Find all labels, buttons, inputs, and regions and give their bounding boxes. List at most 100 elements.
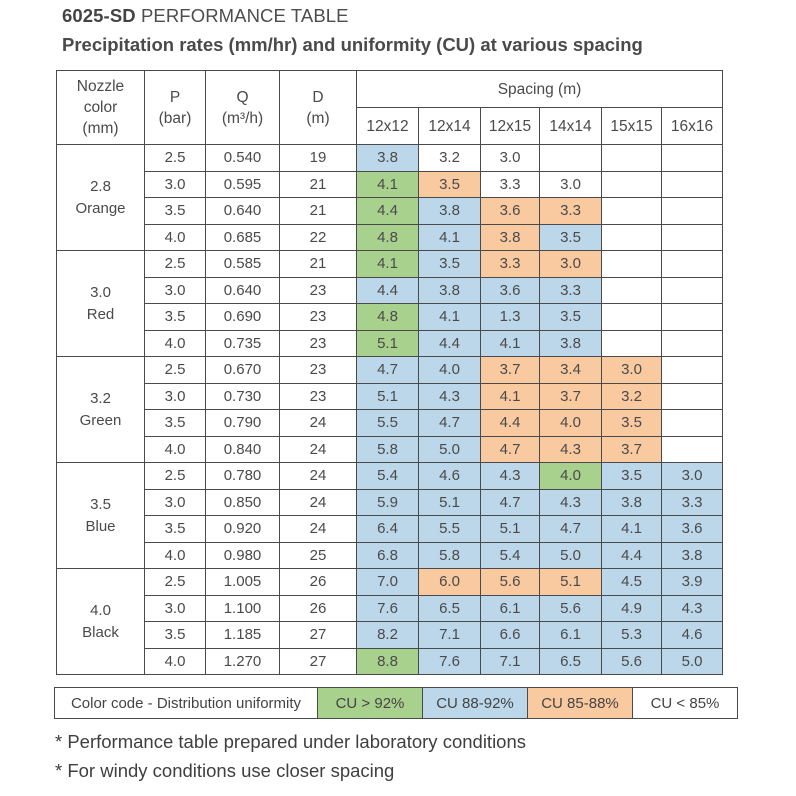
rate-cell-15x15: 4.1 [601,515,662,543]
note-windy: * For windy conditions use closer spacin… [55,760,395,781]
rate-cell-12x15: 5.1 [480,515,540,543]
rate-cell-12x14: 5.8 [418,541,481,569]
rate-cell-15x15 [601,329,662,357]
flow-cell: 0.780 [205,462,280,490]
diameter-cell: 25 [279,541,357,569]
flow-cell: 0.730 [205,382,280,410]
rate-cell-12x12: 4.1 [356,250,419,278]
table-row: 4.0 Black 2.5 1.005 26 7.0 6.0 5.6 5.1 4.5 3.9 [56,568,723,675]
rate-cell-16x16: 4.3 [661,594,723,622]
pressure-cell: 3.0 [144,276,206,304]
rate-cell-15x15: 3.7 [601,435,662,463]
nozzle-color: Black [82,623,119,641]
flow-cell: 1.100 [205,594,280,622]
rate-cell-12x14: 4.1 [418,303,481,331]
rate-cell-15x15: 3.8 [601,488,662,516]
pressure-cell: 2.5 [144,462,206,490]
flow-cell: 1.185 [205,621,280,649]
rate-cell-15x15: 4.9 [601,594,662,622]
diameter-cell: 21 [279,170,357,198]
rate-cell-12x14: 7.6 [418,647,481,675]
rate-cell-12x14: 7.1 [418,621,481,649]
rate-cell-12x14: 4.3 [418,382,481,410]
flow-cell: 1.005 [205,568,280,596]
rate-cell-16x16 [661,223,723,251]
flow-cell: 0.585 [205,250,280,278]
rate-cell-16x16 [661,197,723,225]
table-row: 3.5 0.920 24 6.4 5.5 5.1 4.7 4.1 3.6 [57,515,723,543]
rate-cell-15x15: 3.0 [601,356,662,384]
header-spacing-12x14: 12x14 [418,107,481,145]
rate-cell-12x15: 3.7 [480,356,540,384]
header-spacing-16x16: 16x16 [661,107,723,145]
legend-cu-85-88: CU 85-88% [527,687,633,719]
rate-cell-12x15: 5.4 [480,541,540,569]
table-row: 3.0 0.850 24 5.9 5.1 4.7 4.3 3.8 3.3 [57,488,723,516]
rate-cell-12x15: 3.8 [480,223,540,251]
header-nozzle: Nozzle color (mm) [56,70,145,145]
rate-cell-12x15: 3.0 [480,144,540,172]
rate-cell-14x14: 5.1 [539,568,602,596]
rate-cell-12x15: 4.1 [480,329,540,357]
rate-cell-16x16 [661,303,723,331]
rate-cell-12x14: 4.7 [418,409,481,437]
pressure-cell: 3.5 [144,409,206,437]
rate-cell-12x12: 7.6 [356,594,419,622]
rate-cell-15x15 [601,276,662,304]
header-spacing-12x12: 12x12 [356,107,419,145]
rate-cell-15x15 [601,144,662,172]
rate-cell-14x14: 5.6 [539,594,602,622]
rate-cell-16x16 [661,356,723,384]
rate-cell-12x15: 4.3 [480,462,540,490]
rate-cell-15x15 [601,250,662,278]
header-spacing-12x15: 12x15 [480,107,540,145]
rate-cell-12x12: 6.4 [356,515,419,543]
pressure-cell: 4.0 [144,541,206,569]
diameter-cell: 24 [279,515,357,543]
table-row: 3.0 0.730 23 5.1 4.3 4.1 3.7 3.2 [57,382,723,410]
rate-cell-12x12: 5.5 [356,409,419,437]
pressure-cell: 3.0 [144,488,206,516]
rate-cell-12x14: 3.8 [418,276,481,304]
table-row: 3.2 Green 2.5 0.670 23 4.7 4.0 3.7 3.4 3.0 [56,356,723,463]
diameter-cell: 26 [279,594,357,622]
nozzle-cell: 4.0 Black [56,568,145,675]
rate-cell-12x12: 5.1 [356,382,419,410]
rate-cell-14x14: 3.5 [539,303,602,331]
color-legend: Color code - Distribution uniformity CU … [54,687,738,719]
pressure-cell: 3.5 [144,515,206,543]
nozzle-color: Green [79,411,122,429]
table-body: 2.8 Orange 2.5 0.540 19 3.8 3.2 3.0 3.0 0.595 21 4.… [56,144,723,675]
pressure-cell: 3.0 [144,594,206,622]
rate-cell-12x15: 4.7 [480,488,540,516]
performance-table: Nozzle color (mm) P (bar) Q (m³/h) D (m) Spac… [56,70,723,675]
table-row: 3.5 0.790 24 5.5 4.7 4.4 4.0 3.5 [57,409,723,437]
diameter-cell: 19 [279,144,357,172]
flow-cell: 0.790 [205,409,280,437]
table-row: 3.5 0.640 21 4.4 3.8 3.6 3.3 [57,197,723,225]
rate-cell-12x14: 3.8 [418,197,481,225]
rate-cell-15x15 [601,223,662,251]
rate-cell-12x15: 3.3 [480,170,540,198]
table-row: 4.0 0.980 25 6.8 5.8 5.4 5.0 4.4 3.8 [57,541,723,569]
diameter-cell: 27 [279,621,357,649]
nozzle-size: 3.5 [90,495,111,513]
rate-cell-12x12: 4.8 [356,303,419,331]
rate-cell-12x15: 3.3 [480,250,540,278]
rate-cell-16x16 [661,276,723,304]
table-row: 3.0 1.100 26 7.6 6.5 6.1 5.6 4.9 4.3 [57,594,723,622]
diameter-cell: 24 [279,488,357,516]
table-row: 4.0 0.735 23 5.1 4.4 4.1 3.8 [57,329,723,357]
rate-cell-14x14: 3.8 [539,329,602,357]
rate-cell-16x16: 3.8 [661,541,723,569]
rate-cell-14x14: 3.5 [539,223,602,251]
nozzle-size: 2.8 [90,177,111,195]
legend-cu-over-92: CU > 92% [317,687,423,719]
nozzle-size: 4.0 [90,601,111,619]
rate-cell-14x14: 3.3 [539,276,602,304]
rate-cell-15x15: 5.6 [601,647,662,675]
nozzle-size: 3.0 [90,283,111,301]
table-row: 3.0 Red 2.5 0.585 21 4.1 3.5 3.3 3.0 [56,250,723,357]
rate-cell-12x14: 6.5 [418,594,481,622]
table-row: 4.0 1.270 27 8.8 7.6 7.1 6.5 5.6 5.0 [57,647,723,675]
